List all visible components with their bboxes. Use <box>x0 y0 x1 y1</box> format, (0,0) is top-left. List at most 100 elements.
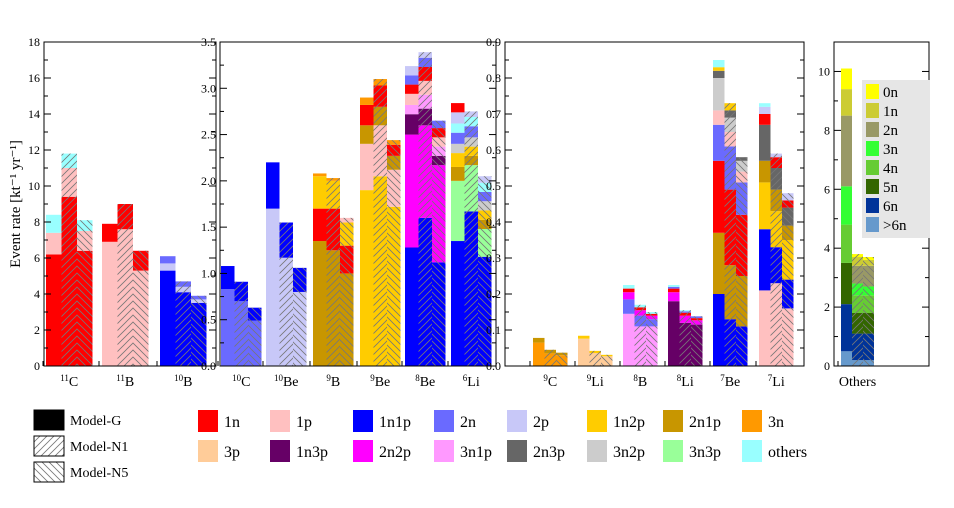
group-label: 11B <box>116 373 134 390</box>
bar-segment-1n2p <box>313 176 327 209</box>
channel-label: 2n3p <box>533 444 565 461</box>
bar-hatch <box>478 228 492 257</box>
bar-hatch <box>852 283 863 296</box>
legend-swatch-1n <box>866 103 879 118</box>
bar-hatch <box>279 222 293 258</box>
bar-hatch <box>340 222 354 246</box>
bar-segment-2n1p <box>759 160 771 183</box>
bar-hatch <box>852 257 863 266</box>
bar-hatch <box>736 182 748 215</box>
bar-segment-1n2p <box>578 335 590 339</box>
y-tick-label: 4 <box>34 287 40 301</box>
bar-hatch <box>724 319 736 366</box>
bar-segment-2n <box>713 124 725 161</box>
legend-swatch-6n <box>866 198 879 213</box>
channel-label: 1n3p <box>296 444 328 461</box>
bar-segment-2n <box>451 132 465 144</box>
bar-segment-1p <box>46 232 62 255</box>
bar-hatch <box>724 265 736 320</box>
bar-hatch <box>387 206 401 366</box>
channel-swatch-3n3p <box>663 440 683 462</box>
bar-segment-2n3p <box>713 70 725 78</box>
channel-swatch-3n1p <box>434 440 454 462</box>
bar-hatch <box>373 125 387 177</box>
channel-swatch-1n3p <box>270 440 290 462</box>
bar-segment-3n <box>533 342 545 366</box>
bar-segment-1n <box>313 208 327 242</box>
bar-segment-2p <box>405 66 419 76</box>
bar-hatch <box>133 270 149 366</box>
bar-hatch <box>418 217 432 366</box>
y-tick-label: 1.0 <box>201 266 216 280</box>
bar-hatch <box>634 326 646 366</box>
bar-segment-others <box>623 285 635 289</box>
bar-hatch <box>691 320 703 325</box>
bar-hatch <box>464 137 478 147</box>
bar-hatch <box>646 315 658 320</box>
channel-swatch-1n2p <box>587 410 607 432</box>
bar-segment-1n <box>451 103 465 113</box>
bar-hatch <box>863 257 874 260</box>
y-tick-label: 6 <box>34 251 40 265</box>
bar-hatch <box>418 80 432 95</box>
bar-hatch <box>724 110 736 118</box>
legend-label: 2n <box>883 123 899 139</box>
bar-segment-2n1p <box>313 241 327 366</box>
bar-hatch <box>293 291 307 366</box>
channel-label: 3n <box>768 414 784 431</box>
group-label: 6Li <box>463 373 480 390</box>
bar-segment-2p <box>451 112 465 124</box>
model-swatch-hatch <box>33 461 65 483</box>
channel-swatch-others <box>742 440 762 462</box>
bar-hatch <box>77 220 93 231</box>
channel-swatch-2n1p <box>663 410 683 432</box>
bar-hatch <box>724 132 736 147</box>
bar-hatch <box>736 214 748 276</box>
bar-segment-3n2p <box>451 143 465 154</box>
bar-hatch <box>782 193 794 201</box>
bar-hatch <box>770 153 782 158</box>
legend-label: >6n <box>883 218 907 234</box>
bar-hatch <box>724 146 736 190</box>
bar-segment-others <box>451 123 465 133</box>
bar-segment-others <box>668 285 680 287</box>
bar-hatch <box>464 111 478 117</box>
bar-segment-1n1p <box>713 294 725 366</box>
group-label: 10Be <box>274 373 299 390</box>
bar-hatch <box>770 157 782 168</box>
bar-segment-2n <box>668 286 680 289</box>
bar-hatch <box>464 165 478 212</box>
bar-hatch <box>418 125 432 218</box>
bar-segment-1n1p <box>221 266 235 290</box>
bar-hatch <box>478 210 492 220</box>
bar-segment-1n2p <box>360 190 374 366</box>
group-label: 11C <box>60 373 78 390</box>
bar-hatch <box>852 265 863 284</box>
bar-segment-2n2p <box>405 134 419 248</box>
y-tick-label: 2.0 <box>201 174 216 188</box>
channel-swatch-2p <box>507 410 527 432</box>
bar-segment-5n <box>841 262 852 305</box>
bar-segment-1p <box>713 110 725 125</box>
bar-hatch <box>863 265 874 287</box>
bar-hatch <box>634 304 646 308</box>
bar-hatch <box>679 315 691 323</box>
bar-hatch <box>556 352 568 356</box>
bar-segment-2n <box>841 115 852 187</box>
legend-label: 4n <box>883 161 899 177</box>
bar-hatch <box>478 219 492 229</box>
group-label: 10C <box>232 373 250 390</box>
group-label: 9B <box>326 373 340 390</box>
legend-label: 5n <box>883 180 899 196</box>
bar-hatch <box>770 247 782 284</box>
bar-hatch <box>432 146 446 156</box>
bar-hatch <box>77 250 93 366</box>
bar-hatch <box>852 312 863 334</box>
bar-hatch <box>852 295 863 313</box>
y-tick-label: 2 <box>824 300 830 314</box>
bar-hatch <box>432 262 446 366</box>
y-tick-label: 6 <box>824 182 830 196</box>
y-tick-label: 0.4 <box>486 215 501 229</box>
channel-swatch-3n <box>742 410 762 432</box>
y-tick-label: 18 <box>28 35 40 49</box>
